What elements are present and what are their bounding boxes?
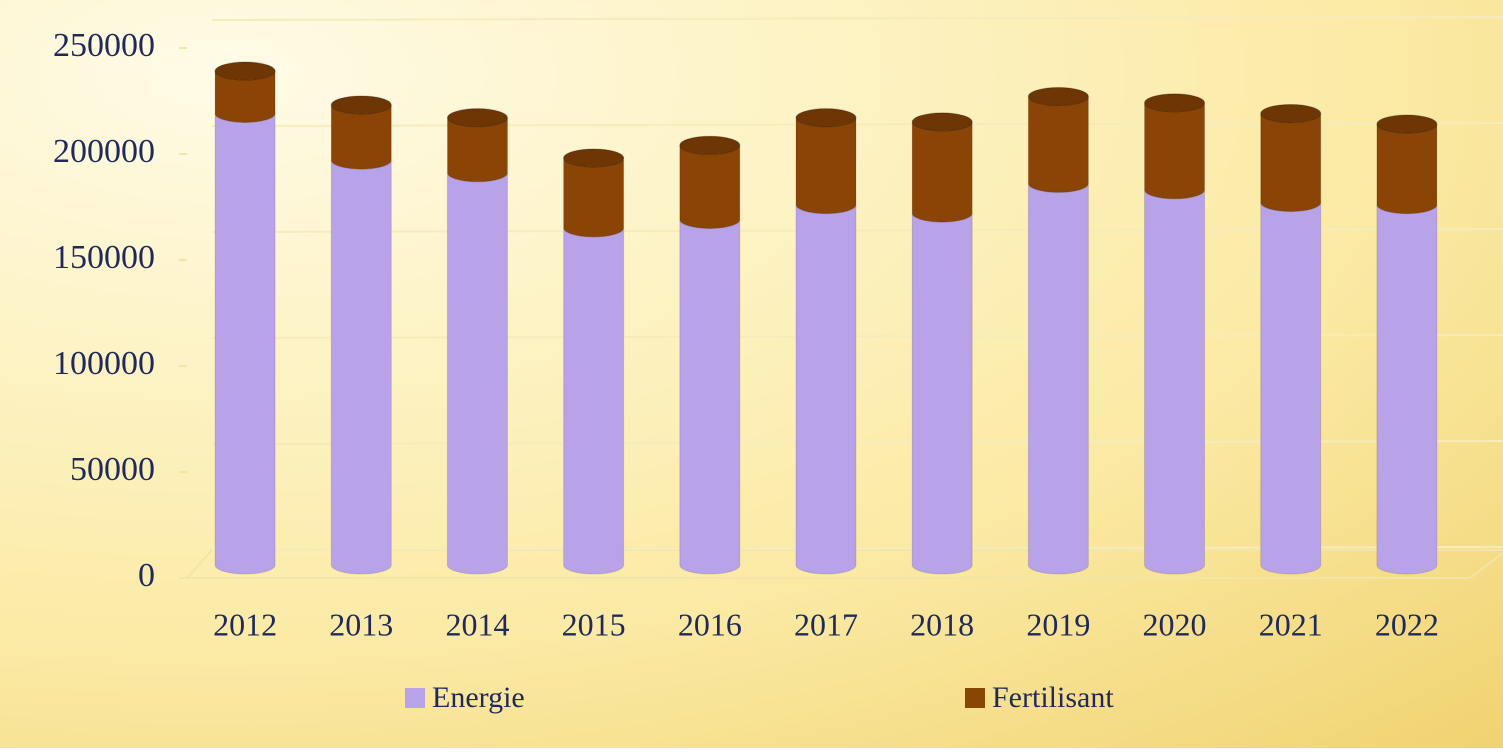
bar-top	[1376, 114, 1438, 134]
legend-swatch	[965, 688, 985, 708]
bar-top	[1027, 86, 1089, 106]
y-tick-label: 0	[138, 557, 155, 594]
bar-top	[214, 61, 276, 81]
bar-segment	[1260, 113, 1322, 212]
bar-top	[679, 135, 741, 155]
legend-label: Energie	[432, 681, 525, 714]
bar-segment	[795, 117, 857, 215]
x-tick-label: 2020	[1143, 606, 1207, 642]
bar-top	[1260, 103, 1322, 123]
bar-segment	[1260, 202, 1322, 575]
y-tick-label: 250000	[53, 27, 155, 64]
x-tick-label: 2019	[1026, 606, 1090, 642]
y-tick-label: 50000	[70, 451, 155, 488]
bar-segment	[563, 227, 625, 575]
bar-segment	[911, 121, 973, 223]
bar-segment	[1376, 204, 1438, 575]
bar-segment	[795, 204, 857, 575]
x-tick-label: 2016	[678, 606, 742, 642]
x-tick-label: 2012	[213, 606, 277, 642]
x-tick-label: 2014	[445, 606, 509, 642]
bar-segment	[330, 104, 392, 170]
y-tick-label: 200000	[53, 133, 155, 170]
bar-segment	[911, 212, 973, 575]
bar-top	[1144, 93, 1206, 113]
bar-segment	[1027, 183, 1089, 575]
bar-segment	[679, 145, 741, 229]
bar-segment	[1376, 123, 1438, 215]
y-tick-label: 100000	[53, 345, 155, 382]
bar-segment	[679, 219, 741, 575]
bar-top	[911, 112, 973, 132]
bar-segment	[1144, 102, 1206, 200]
bar-top	[563, 148, 625, 168]
bar-segment	[563, 157, 625, 238]
x-tick-label: 2013	[329, 606, 393, 642]
x-tick-label: 2021	[1259, 606, 1323, 642]
bar-segment	[1144, 189, 1206, 575]
x-tick-label: 2022	[1375, 606, 1439, 642]
bar-top	[446, 108, 508, 128]
x-tick-label: 2018	[910, 606, 974, 642]
x-tick-label: 2015	[562, 606, 626, 642]
grid-line	[211, 16, 1503, 21]
bar-segment	[446, 172, 508, 575]
bar-segment	[1027, 96, 1089, 193]
bar-top	[330, 95, 392, 115]
legend-label: Fertilisant	[992, 681, 1114, 714]
bar-top	[795, 108, 857, 128]
x-tick-label: 2017	[794, 606, 858, 642]
y-tick-label: 150000	[53, 239, 155, 276]
bar-segment	[330, 159, 392, 575]
legend-swatch	[405, 688, 425, 708]
bar-segment	[446, 117, 508, 183]
bar-segment	[214, 113, 276, 575]
